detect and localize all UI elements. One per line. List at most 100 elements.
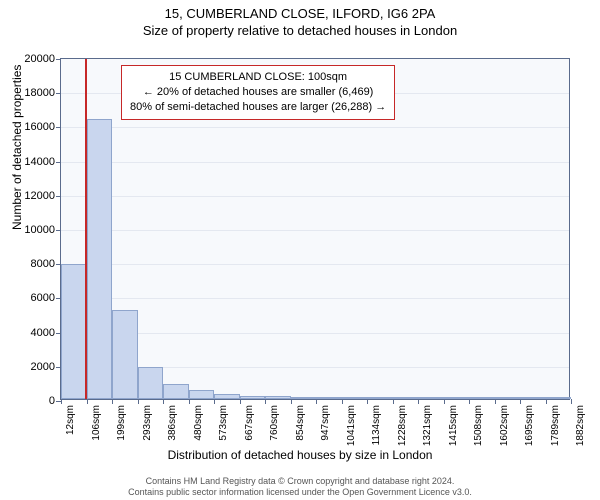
y-tick-label: 6000 (31, 292, 55, 304)
x-tick-mark (61, 399, 62, 404)
x-tick-label: 1415sqm (448, 405, 459, 446)
x-tick-label: 1228sqm (397, 405, 408, 446)
chart-title-block: 15, CUMBERLAND CLOSE, ILFORD, IG6 2PA Si… (0, 0, 600, 38)
x-tick-label: 947sqm (320, 405, 331, 441)
x-tick-label: 480sqm (193, 405, 204, 441)
info-line: ← 20% of detached houses are smaller (6,… (130, 85, 386, 100)
x-tick-label: 1041sqm (346, 405, 357, 446)
copyright-footer: Contains HM Land Registry data © Crown c… (0, 476, 600, 498)
chart-subtitle: Size of property relative to detached ho… (0, 23, 600, 38)
y-tick-label: 16000 (24, 121, 55, 133)
x-tick-label: 293sqm (142, 405, 153, 441)
x-tick-mark (418, 399, 419, 404)
y-tick-label: 4000 (31, 327, 55, 339)
x-tick-mark (214, 399, 215, 404)
y-tick-mark (56, 196, 61, 197)
x-tick-label: 573sqm (218, 405, 229, 441)
histogram-bar (163, 384, 189, 399)
histogram-bar (342, 397, 368, 399)
x-tick-mark (444, 399, 445, 404)
histogram-bar (418, 397, 444, 399)
property-marker-line (85, 59, 87, 399)
gridline (61, 298, 569, 299)
y-tick-label: 0 (49, 395, 55, 407)
chart-area: 0200040006000800010000120001400016000180… (60, 58, 570, 400)
y-tick-mark (56, 127, 61, 128)
y-tick-label: 18000 (24, 87, 55, 99)
gridline (61, 162, 569, 163)
y-tick-label: 10000 (24, 224, 55, 236)
histogram-bar (367, 397, 393, 399)
x-tick-label: 1321sqm (422, 405, 433, 446)
histogram-bar (316, 397, 342, 399)
x-tick-label: 106sqm (91, 405, 102, 441)
histogram-bar (189, 390, 215, 399)
x-tick-label: 1508sqm (473, 405, 484, 446)
chart-title: 15, CUMBERLAND CLOSE, ILFORD, IG6 2PA (0, 6, 600, 21)
info-callout: 15 CUMBERLAND CLOSE: 100sqm← 20% of deta… (121, 65, 395, 120)
gridline (61, 230, 569, 231)
histogram-bar (393, 397, 419, 399)
footer-line-1: Contains HM Land Registry data © Crown c… (0, 476, 600, 487)
gridline (61, 264, 569, 265)
histogram-bar (214, 394, 240, 399)
histogram-bar (112, 310, 138, 399)
x-tick-mark (291, 399, 292, 404)
histogram-bar (546, 397, 572, 399)
y-tick-label: 14000 (24, 156, 55, 168)
y-tick-mark (56, 93, 61, 94)
info-line: 15 CUMBERLAND CLOSE: 100sqm (130, 70, 386, 85)
histogram-bar (444, 397, 470, 399)
y-axis-label: Number of detached properties (10, 65, 24, 230)
x-tick-mark (189, 399, 190, 404)
x-axis-label: Distribution of detached houses by size … (0, 448, 600, 462)
plot-area: 0200040006000800010000120001400016000180… (60, 58, 570, 400)
gridline (61, 127, 569, 128)
x-tick-mark (520, 399, 521, 404)
x-tick-mark (546, 399, 547, 404)
x-tick-label: 12sqm (65, 405, 76, 435)
x-tick-mark (469, 399, 470, 404)
y-tick-label: 8000 (31, 258, 55, 270)
x-tick-mark (163, 399, 164, 404)
x-tick-mark (495, 399, 496, 404)
histogram-bar (240, 396, 266, 399)
histogram-bar (138, 367, 164, 399)
x-tick-mark (240, 399, 241, 404)
x-tick-label: 1882sqm (575, 405, 586, 446)
x-tick-mark (138, 399, 139, 404)
histogram-bar (291, 397, 317, 399)
y-tick-mark (56, 162, 61, 163)
y-tick-mark (56, 230, 61, 231)
x-tick-label: 1695sqm (524, 405, 535, 446)
histogram-bar (87, 119, 113, 399)
x-tick-label: 1602sqm (499, 405, 510, 446)
x-tick-label: 760sqm (269, 405, 280, 441)
x-tick-mark (342, 399, 343, 404)
x-tick-mark (265, 399, 266, 404)
x-tick-label: 199sqm (116, 405, 127, 441)
x-tick-mark (316, 399, 317, 404)
x-tick-label: 386sqm (167, 405, 178, 441)
histogram-bar (61, 264, 87, 399)
gridline (61, 196, 569, 197)
x-tick-label: 1789sqm (550, 405, 561, 446)
x-tick-label: 667sqm (244, 405, 255, 441)
histogram-bar (469, 397, 495, 399)
x-tick-mark (571, 399, 572, 404)
x-tick-mark (87, 399, 88, 404)
y-tick-label: 20000 (24, 53, 55, 65)
footer-line-2: Contains public sector information licen… (0, 487, 600, 498)
histogram-bar (520, 397, 546, 399)
y-tick-label: 12000 (24, 190, 55, 202)
x-tick-mark (112, 399, 113, 404)
histogram-bar (495, 397, 521, 399)
y-tick-label: 2000 (31, 361, 55, 373)
x-tick-mark (393, 399, 394, 404)
x-tick-label: 854sqm (295, 405, 306, 441)
x-tick-label: 1134sqm (371, 405, 382, 445)
histogram-bar (265, 396, 291, 399)
x-tick-mark (367, 399, 368, 404)
info-line: 80% of semi-detached houses are larger (… (130, 100, 386, 115)
y-tick-mark (56, 59, 61, 60)
